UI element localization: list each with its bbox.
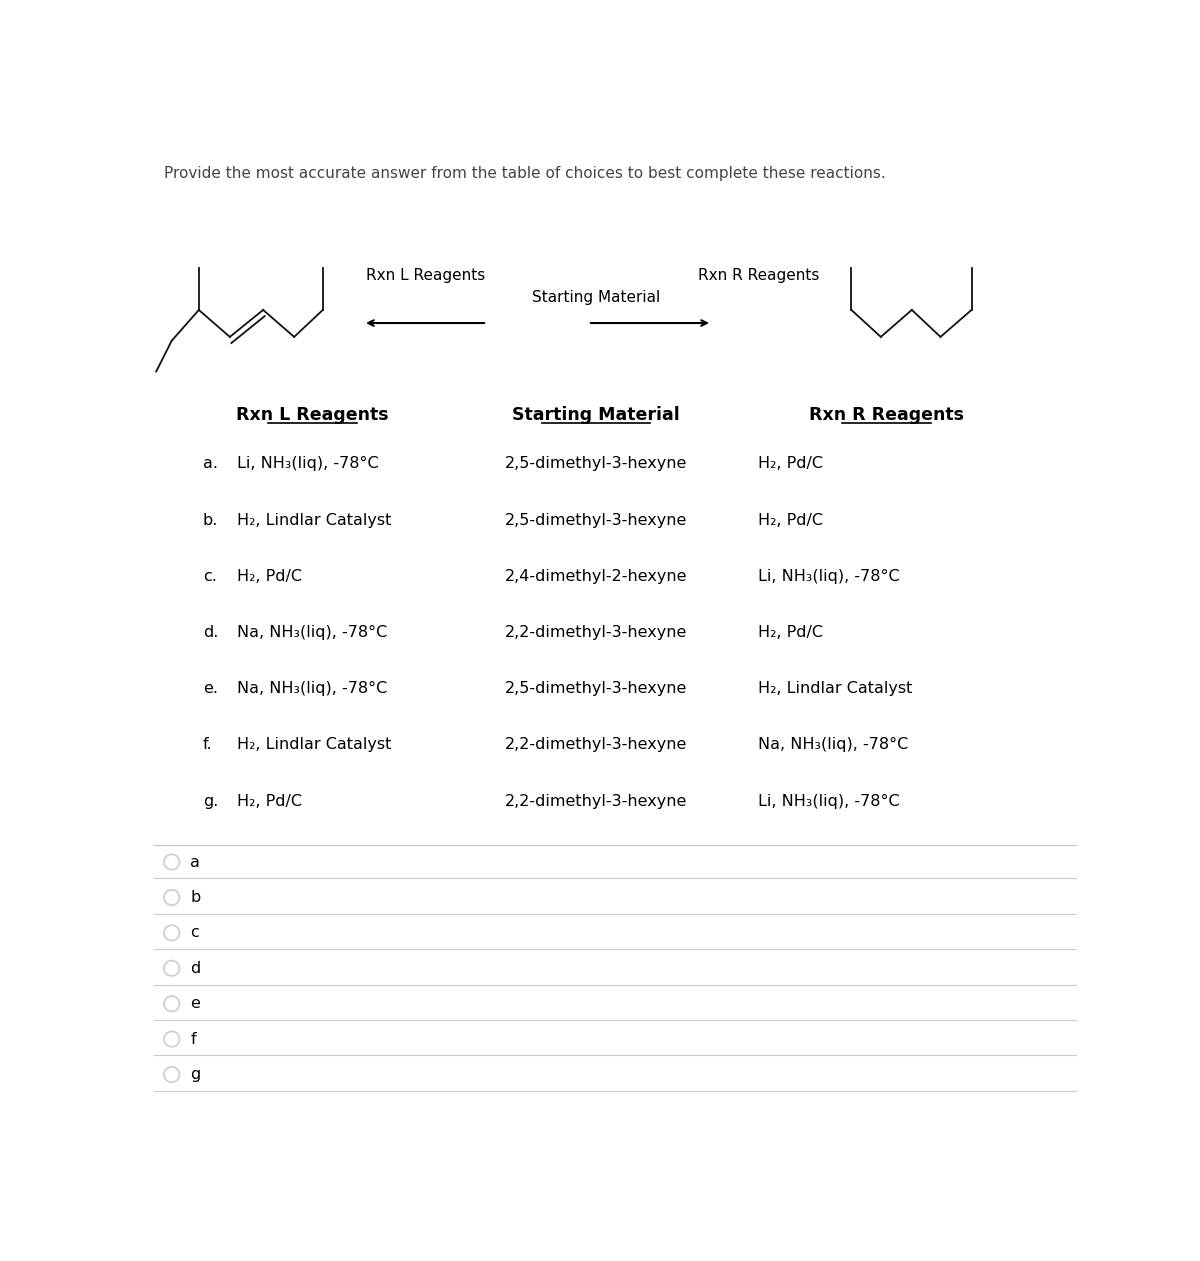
Text: Li, NH₃(liq), -78°C: Li, NH₃(liq), -78°C [236, 456, 378, 472]
Text: d.: d. [203, 625, 218, 641]
Text: 2,5-dimethyl-3-hexyne: 2,5-dimethyl-3-hexyne [504, 513, 686, 527]
Text: b: b [191, 890, 200, 905]
Text: g: g [191, 1067, 200, 1082]
Text: Na, NH₃(liq), -78°C: Na, NH₃(liq), -78°C [758, 738, 908, 753]
Text: Rxn R Reagents: Rxn R Reagents [809, 406, 964, 424]
Text: H₂, Pd/C: H₂, Pd/C [758, 513, 823, 527]
Text: e: e [191, 996, 200, 1011]
Text: c: c [191, 926, 199, 941]
Text: Na, NH₃(liq), -78°C: Na, NH₃(liq), -78°C [236, 625, 388, 641]
Text: Li, NH₃(liq), -78°C: Li, NH₃(liq), -78°C [758, 793, 900, 808]
Text: 2,5-dimethyl-3-hexyne: 2,5-dimethyl-3-hexyne [504, 681, 686, 696]
Text: Starting Material: Starting Material [532, 290, 660, 305]
Text: e.: e. [203, 681, 217, 696]
Text: b.: b. [203, 513, 218, 527]
Text: c.: c. [203, 569, 216, 584]
Text: a.: a. [203, 456, 217, 472]
Text: Rxn L Reagents: Rxn L Reagents [236, 406, 389, 424]
Text: H₂, Lindlar Catalyst: H₂, Lindlar Catalyst [236, 738, 391, 753]
Text: f: f [191, 1031, 196, 1047]
Text: a: a [191, 855, 200, 870]
Text: g.: g. [203, 793, 218, 808]
Text: H₂, Pd/C: H₂, Pd/C [758, 625, 823, 641]
Text: Rxn R Reagents: Rxn R Reagents [697, 269, 820, 282]
Text: H₂, Pd/C: H₂, Pd/C [236, 569, 302, 584]
Text: 2,4-dimethyl-2-hexyne: 2,4-dimethyl-2-hexyne [504, 569, 686, 584]
Text: 2,2-dimethyl-3-hexyne: 2,2-dimethyl-3-hexyne [504, 793, 686, 808]
Text: Rxn L Reagents: Rxn L Reagents [366, 269, 485, 282]
Text: Li, NH₃(liq), -78°C: Li, NH₃(liq), -78°C [758, 569, 900, 584]
Text: Na, NH₃(liq), -78°C: Na, NH₃(liq), -78°C [236, 681, 388, 696]
Text: Starting Material: Starting Material [511, 406, 679, 424]
Text: H₂, Lindlar Catalyst: H₂, Lindlar Catalyst [758, 681, 913, 696]
Text: d: d [191, 961, 200, 976]
Text: 2,5-dimethyl-3-hexyne: 2,5-dimethyl-3-hexyne [504, 456, 686, 472]
Text: Provide the most accurate answer from the table of choices to best complete thes: Provide the most accurate answer from th… [164, 166, 886, 180]
Text: H₂, Lindlar Catalyst: H₂, Lindlar Catalyst [236, 513, 391, 527]
Text: H₂, Pd/C: H₂, Pd/C [236, 793, 302, 808]
Text: f.: f. [203, 738, 212, 753]
Text: 2,2-dimethyl-3-hexyne: 2,2-dimethyl-3-hexyne [504, 738, 686, 753]
Text: 2,2-dimethyl-3-hexyne: 2,2-dimethyl-3-hexyne [504, 625, 686, 641]
Text: H₂, Pd/C: H₂, Pd/C [758, 456, 823, 472]
